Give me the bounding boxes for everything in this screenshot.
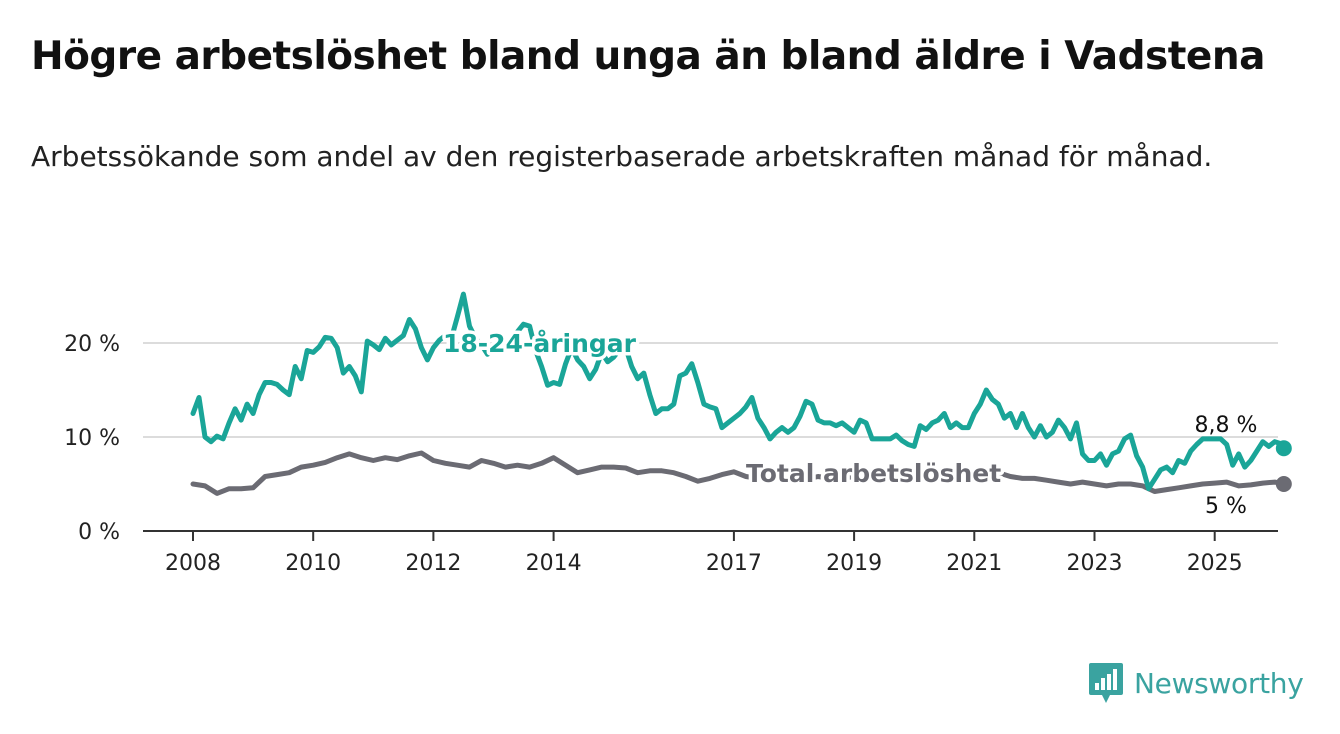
chart-title: Högre arbetslöshet bland unga än bland ä… — [31, 34, 1265, 79]
x-tick-label: 2023 — [1067, 551, 1123, 576]
x-tick-label: 2010 — [285, 551, 341, 576]
series-line-total — [190, 450, 1287, 496]
end-label-total: 5 % — [1205, 494, 1247, 519]
x-tick-label: 2012 — [405, 551, 461, 576]
end-point-youth — [1275, 440, 1292, 457]
brand: Newsworthy — [1088, 660, 1304, 706]
axes: 0 % 10 % 20 % 2008 2010 2012 2014 2017 2019 2021 2… — [64, 332, 1278, 576]
end-point-total — [1275, 476, 1292, 492]
brand-name: Newsworthy — [1134, 666, 1304, 700]
x-tick-label: 2019 — [826, 551, 882, 576]
series-label-total: Total arbetslöshet — [746, 459, 1001, 488]
x-tick-label: 2017 — [706, 551, 762, 576]
newsworthy-logo-icon — [1089, 663, 1123, 703]
y-tick-label: 20 % — [64, 332, 120, 357]
end-label-youth: 8,8 % — [1195, 413, 1258, 438]
series-label-youth: 18-24-åringar — [443, 329, 637, 358]
grid-lines — [143, 342, 1278, 438]
y-tick-label: 10 % — [64, 426, 120, 451]
chart-subtitle: Arbetssökande som andel av den registerb… — [31, 140, 1213, 173]
x-tick-label: 2021 — [946, 551, 1002, 576]
y-tick-label: 0 % — [78, 520, 120, 545]
x-tick-label: 2014 — [526, 551, 582, 576]
series-line-youth — [190, 291, 1287, 492]
chart-labels: 18-24-åringar Total arbetslöshet 8,8 % 5 % — [440, 326, 1258, 520]
x-tick-label: 2008 — [165, 551, 221, 576]
x-tick-label: 2025 — [1187, 551, 1243, 576]
series-lines — [190, 291, 1292, 496]
